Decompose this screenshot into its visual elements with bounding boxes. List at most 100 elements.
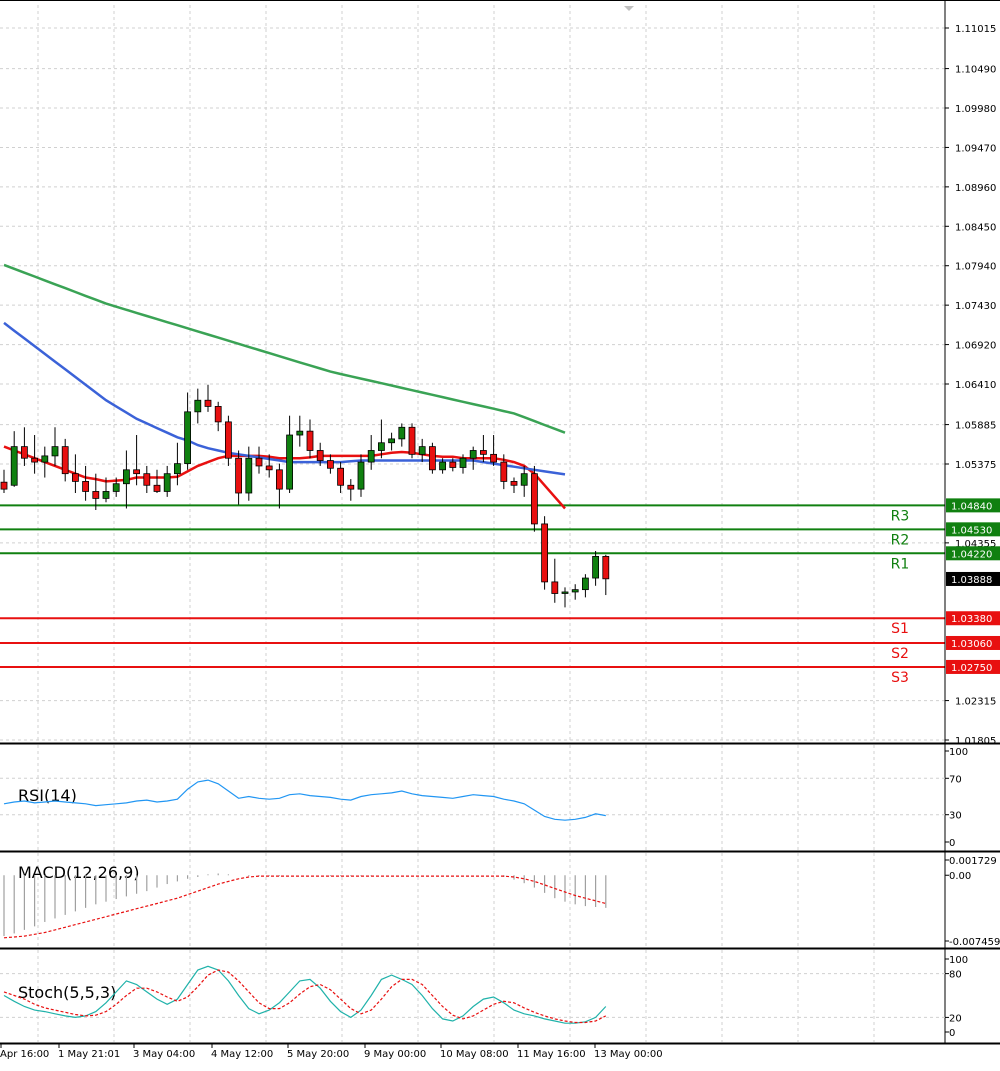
price-tick-label: 1.09980 — [955, 104, 996, 115]
candle — [388, 432, 396, 451]
macd-tick-label: 0.001729 — [949, 856, 997, 867]
candle-body — [469, 450, 477, 459]
time-axis: Apr 16:00 1 May 21:01 3 May 04:00 4 May 12:… — [0, 1044, 663, 1060]
candle-body — [337, 467, 345, 486]
candle-body — [602, 555, 610, 580]
candle-body — [82, 481, 89, 492]
candle — [143, 465, 151, 494]
candle-body — [388, 438, 396, 444]
candle — [51, 427, 59, 466]
stoch-signal-line — [3, 969, 607, 1024]
candle-body — [449, 461, 457, 468]
candle-body — [326, 460, 334, 469]
candle-body — [296, 430, 304, 436]
candle — [316, 442, 324, 466]
price-tick-label: 1.01805 — [955, 736, 996, 747]
main-grid — [0, 5, 945, 742]
level-price-label: 1.04530 — [951, 525, 992, 536]
candle-body — [61, 446, 69, 475]
rsi-panel: 100 70 30 0 RSI(14) — [0, 745, 968, 850]
candle-body — [235, 457, 243, 494]
candle — [459, 454, 467, 474]
candle — [582, 574, 589, 598]
pivot-label-s1: S1 — [891, 621, 909, 637]
candle-body — [551, 581, 559, 594]
price-tick-label: 1.06920 — [955, 341, 996, 352]
price-tick-label: 1.09470 — [955, 143, 996, 154]
macd-title: MACD(12,26,9) — [18, 863, 140, 882]
time-label: 1 May 21:01 — [58, 1049, 120, 1060]
level-price-label: 1.02750 — [951, 663, 992, 674]
moving-average-line-3 — [3, 263, 566, 434]
time-label: 11 May 16:00 — [517, 1049, 586, 1060]
candle-body — [306, 430, 314, 451]
time-label: Apr 16:00 — [0, 1049, 49, 1060]
rsi-tick-label: 100 — [949, 747, 968, 758]
main-price-axis: 1.11015 1.10490 1.09980 1.09470 1.08960 1.084… — [945, 24, 1000, 747]
candle-body — [51, 446, 59, 457]
candle-body — [377, 442, 385, 451]
candle — [82, 465, 89, 501]
candle — [184, 392, 192, 470]
stoch-tick-label: 100 — [949, 955, 968, 966]
candle-body — [531, 473, 538, 525]
candle-body — [582, 577, 589, 591]
candle-body — [490, 453, 498, 463]
pivot-label-s3: S3 — [891, 670, 909, 686]
stoch-main-line — [3, 965, 607, 1024]
candle — [204, 384, 212, 412]
candle-body — [0, 481, 8, 490]
candle — [510, 477, 518, 494]
candle-body — [194, 399, 202, 413]
candle — [357, 454, 365, 497]
level-price-box — [946, 611, 1000, 626]
candle — [194, 388, 202, 424]
candle-body — [102, 491, 110, 499]
candle — [20, 427, 28, 466]
price-tick-label: 1.02315 — [955, 697, 996, 708]
candle — [153, 469, 161, 494]
pivot-label-r2: R2 — [891, 532, 910, 548]
candle-body — [72, 473, 79, 482]
chart-shift-marker — [624, 6, 634, 11]
candle-body — [500, 461, 508, 482]
candle — [602, 554, 610, 596]
candle-body — [275, 469, 283, 490]
stoch-title: Stoch(5,5,3) — [18, 983, 116, 1002]
candle — [418, 438, 426, 463]
candle-body — [367, 450, 375, 463]
macd-panel: 0.001729 0.00 -0.007459 MACD(12,26,9) — [3, 853, 1000, 948]
candle-body — [459, 457, 467, 468]
level-price-box — [946, 546, 1000, 561]
candle — [439, 458, 447, 474]
candle — [520, 465, 528, 497]
candle — [337, 462, 345, 494]
candle — [214, 401, 222, 432]
candle — [163, 465, 171, 497]
time-label: 3 May 04:00 — [133, 1049, 195, 1060]
candle-body — [316, 450, 324, 461]
candle-body — [31, 457, 39, 463]
candle-body — [224, 421, 232, 459]
candle — [347, 479, 355, 501]
candle — [61, 438, 69, 482]
candle-body — [184, 411, 192, 465]
candle-body — [204, 399, 212, 407]
candle — [326, 454, 334, 474]
candle-body — [428, 446, 436, 471]
pivot-levels: R3 R2 R1 S1 S2 S3 — [0, 504, 945, 686]
candle — [265, 454, 273, 478]
candle-body — [510, 481, 518, 486]
rsi-tick-label: 0 — [949, 838, 955, 849]
current-price-label: 1.03888 — [951, 575, 992, 586]
candle — [541, 516, 548, 590]
candle — [102, 477, 110, 503]
stoch-tick-label: 0 — [949, 1028, 955, 1039]
candle-body — [347, 484, 355, 490]
candle — [0, 469, 8, 494]
candle — [428, 442, 436, 474]
price-tick-label: 1.08450 — [955, 222, 996, 233]
candle-body — [398, 426, 406, 440]
candle-body — [133, 469, 141, 475]
level-price-label: 1.04220 — [951, 549, 992, 560]
